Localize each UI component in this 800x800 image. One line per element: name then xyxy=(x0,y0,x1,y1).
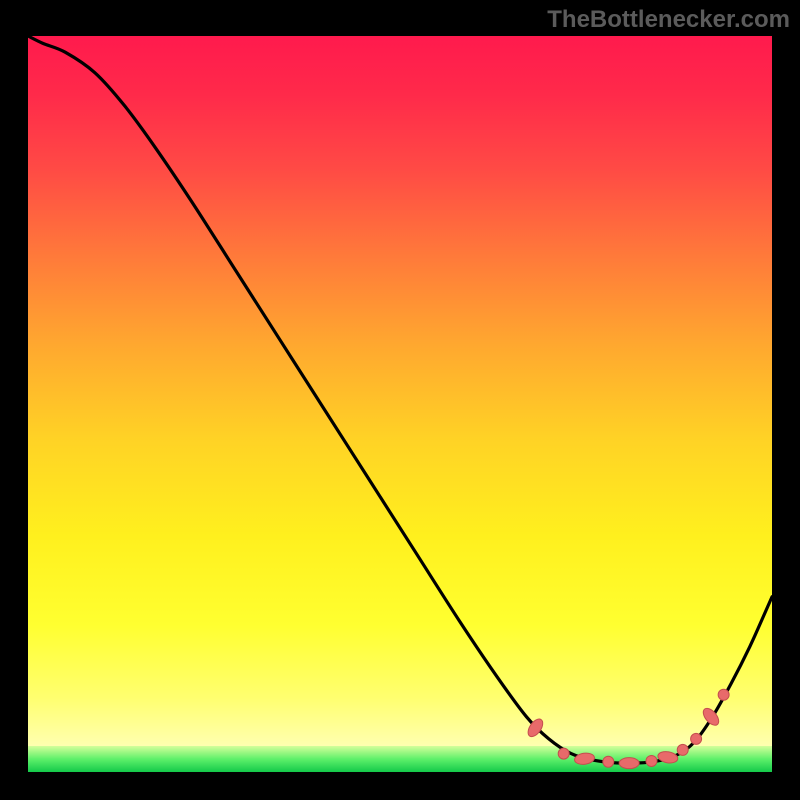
marker-capsule xyxy=(574,752,595,766)
watermark-text: TheBottlenecker.com xyxy=(547,6,790,34)
marker-dot xyxy=(718,689,729,700)
marker-capsule xyxy=(619,758,639,769)
marker-dot xyxy=(691,733,702,744)
marker-dot xyxy=(603,756,614,767)
marker-capsule xyxy=(657,750,679,764)
marker-dot xyxy=(646,755,657,766)
bottleneck-curve xyxy=(28,36,772,763)
marker-dot xyxy=(558,748,569,759)
plot-area xyxy=(28,36,772,772)
marker-dot xyxy=(677,744,688,755)
curve-layer xyxy=(28,36,772,772)
marker-group xyxy=(525,689,729,768)
